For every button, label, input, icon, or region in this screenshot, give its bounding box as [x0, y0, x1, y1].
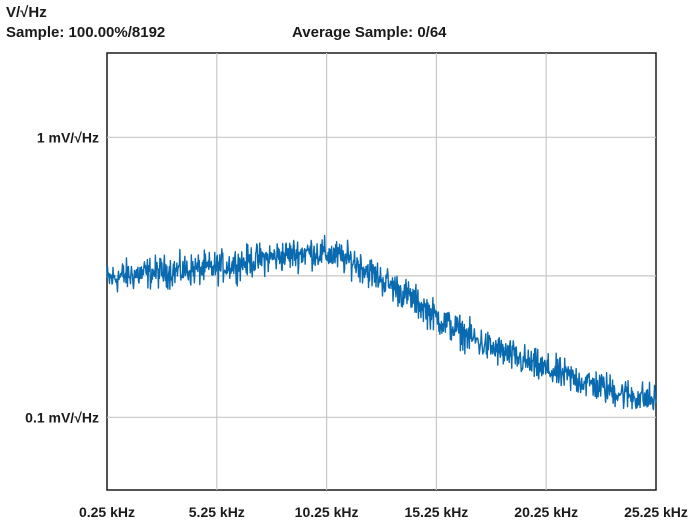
axis-layer: 0.25 kHz 5.25 kHz 10.25 kHz 15.25 kHz 20.25 … — [25, 129, 688, 520]
x-tick-label: 25.25 kHz — [624, 504, 688, 520]
x-tick-label: 20.25 kHz — [514, 504, 578, 520]
series-layer — [106, 234, 657, 411]
series-line-noise-density — [106, 234, 657, 411]
x-tick-label: 5.25 kHz — [189, 504, 245, 520]
x-tick-label: 0.25 kHz — [79, 504, 135, 520]
x-tick-label: 10.25 kHz — [295, 504, 359, 520]
y-tick-label: 0.1 mV/√Hz — [25, 409, 99, 425]
sample-count-label: Sample: 100.00%/8192 — [6, 24, 166, 41]
x-tick-label: 15.25 kHz — [404, 504, 468, 520]
unit-label: V/√Hz — [6, 4, 47, 21]
average-sample-label: Average Sample: 0/64 — [292, 24, 447, 41]
y-tick-label: 1 mV/√Hz — [37, 129, 99, 145]
